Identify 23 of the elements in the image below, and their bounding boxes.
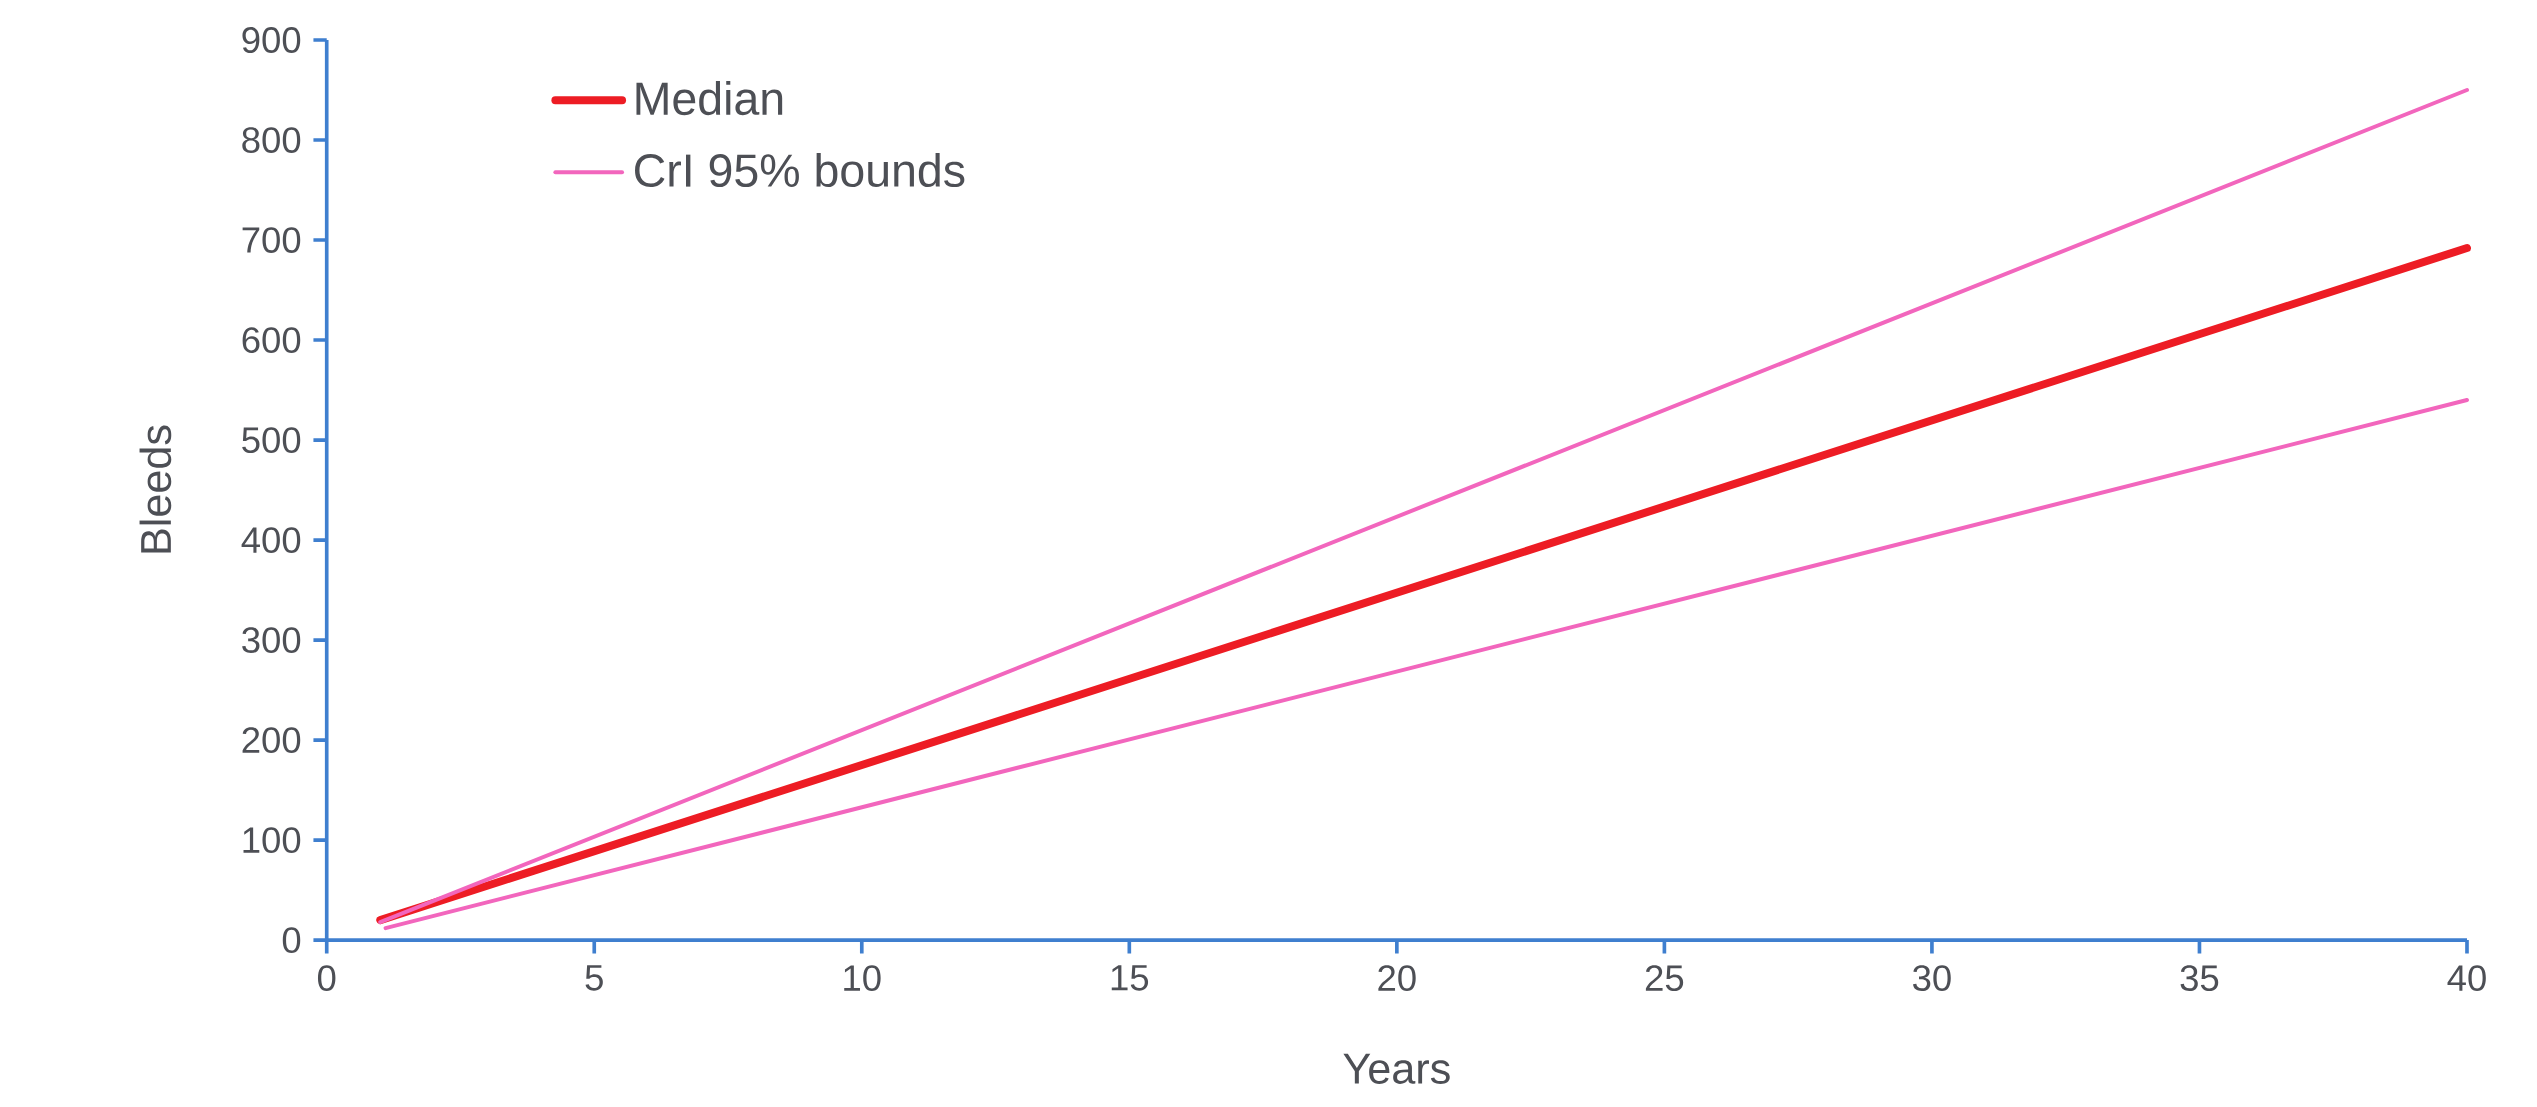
y-tick-label: 100	[243, 827, 301, 854]
y-tick-label: 400	[241, 527, 301, 554]
x-tick-label: 30	[1913, 965, 1951, 992]
x-tick-label: 15	[1111, 965, 1149, 991]
y-tick-label: 500	[242, 427, 301, 454]
y-tick-label: 900	[242, 27, 301, 54]
legend-label: CrI 95% bounds	[635, 153, 965, 188]
y-tick-label: 300	[242, 627, 301, 654]
y-tick-label: 200	[242, 727, 301, 754]
x-tick-label: 20	[1378, 965, 1416, 992]
x-tick-label: 0	[317, 965, 336, 992]
x-tick-label: 40	[2447, 965, 2486, 992]
y-tick-label: 700	[242, 227, 301, 254]
legend-label: Median	[636, 81, 783, 116]
y-tick-label: 0	[282, 927, 301, 954]
y-tick-label: 600	[242, 327, 301, 354]
x-axis-title: Years	[1343, 1053, 1450, 1085]
y-axis-title: Bleeds	[139, 425, 172, 553]
x-tick-label: 5	[585, 965, 603, 991]
x-tick-label: 25	[1645, 965, 1684, 992]
x-tick-label: 10	[844, 965, 881, 992]
x-tick-label: 35	[2180, 965, 2219, 992]
y-tick-label: 800	[242, 127, 301, 154]
